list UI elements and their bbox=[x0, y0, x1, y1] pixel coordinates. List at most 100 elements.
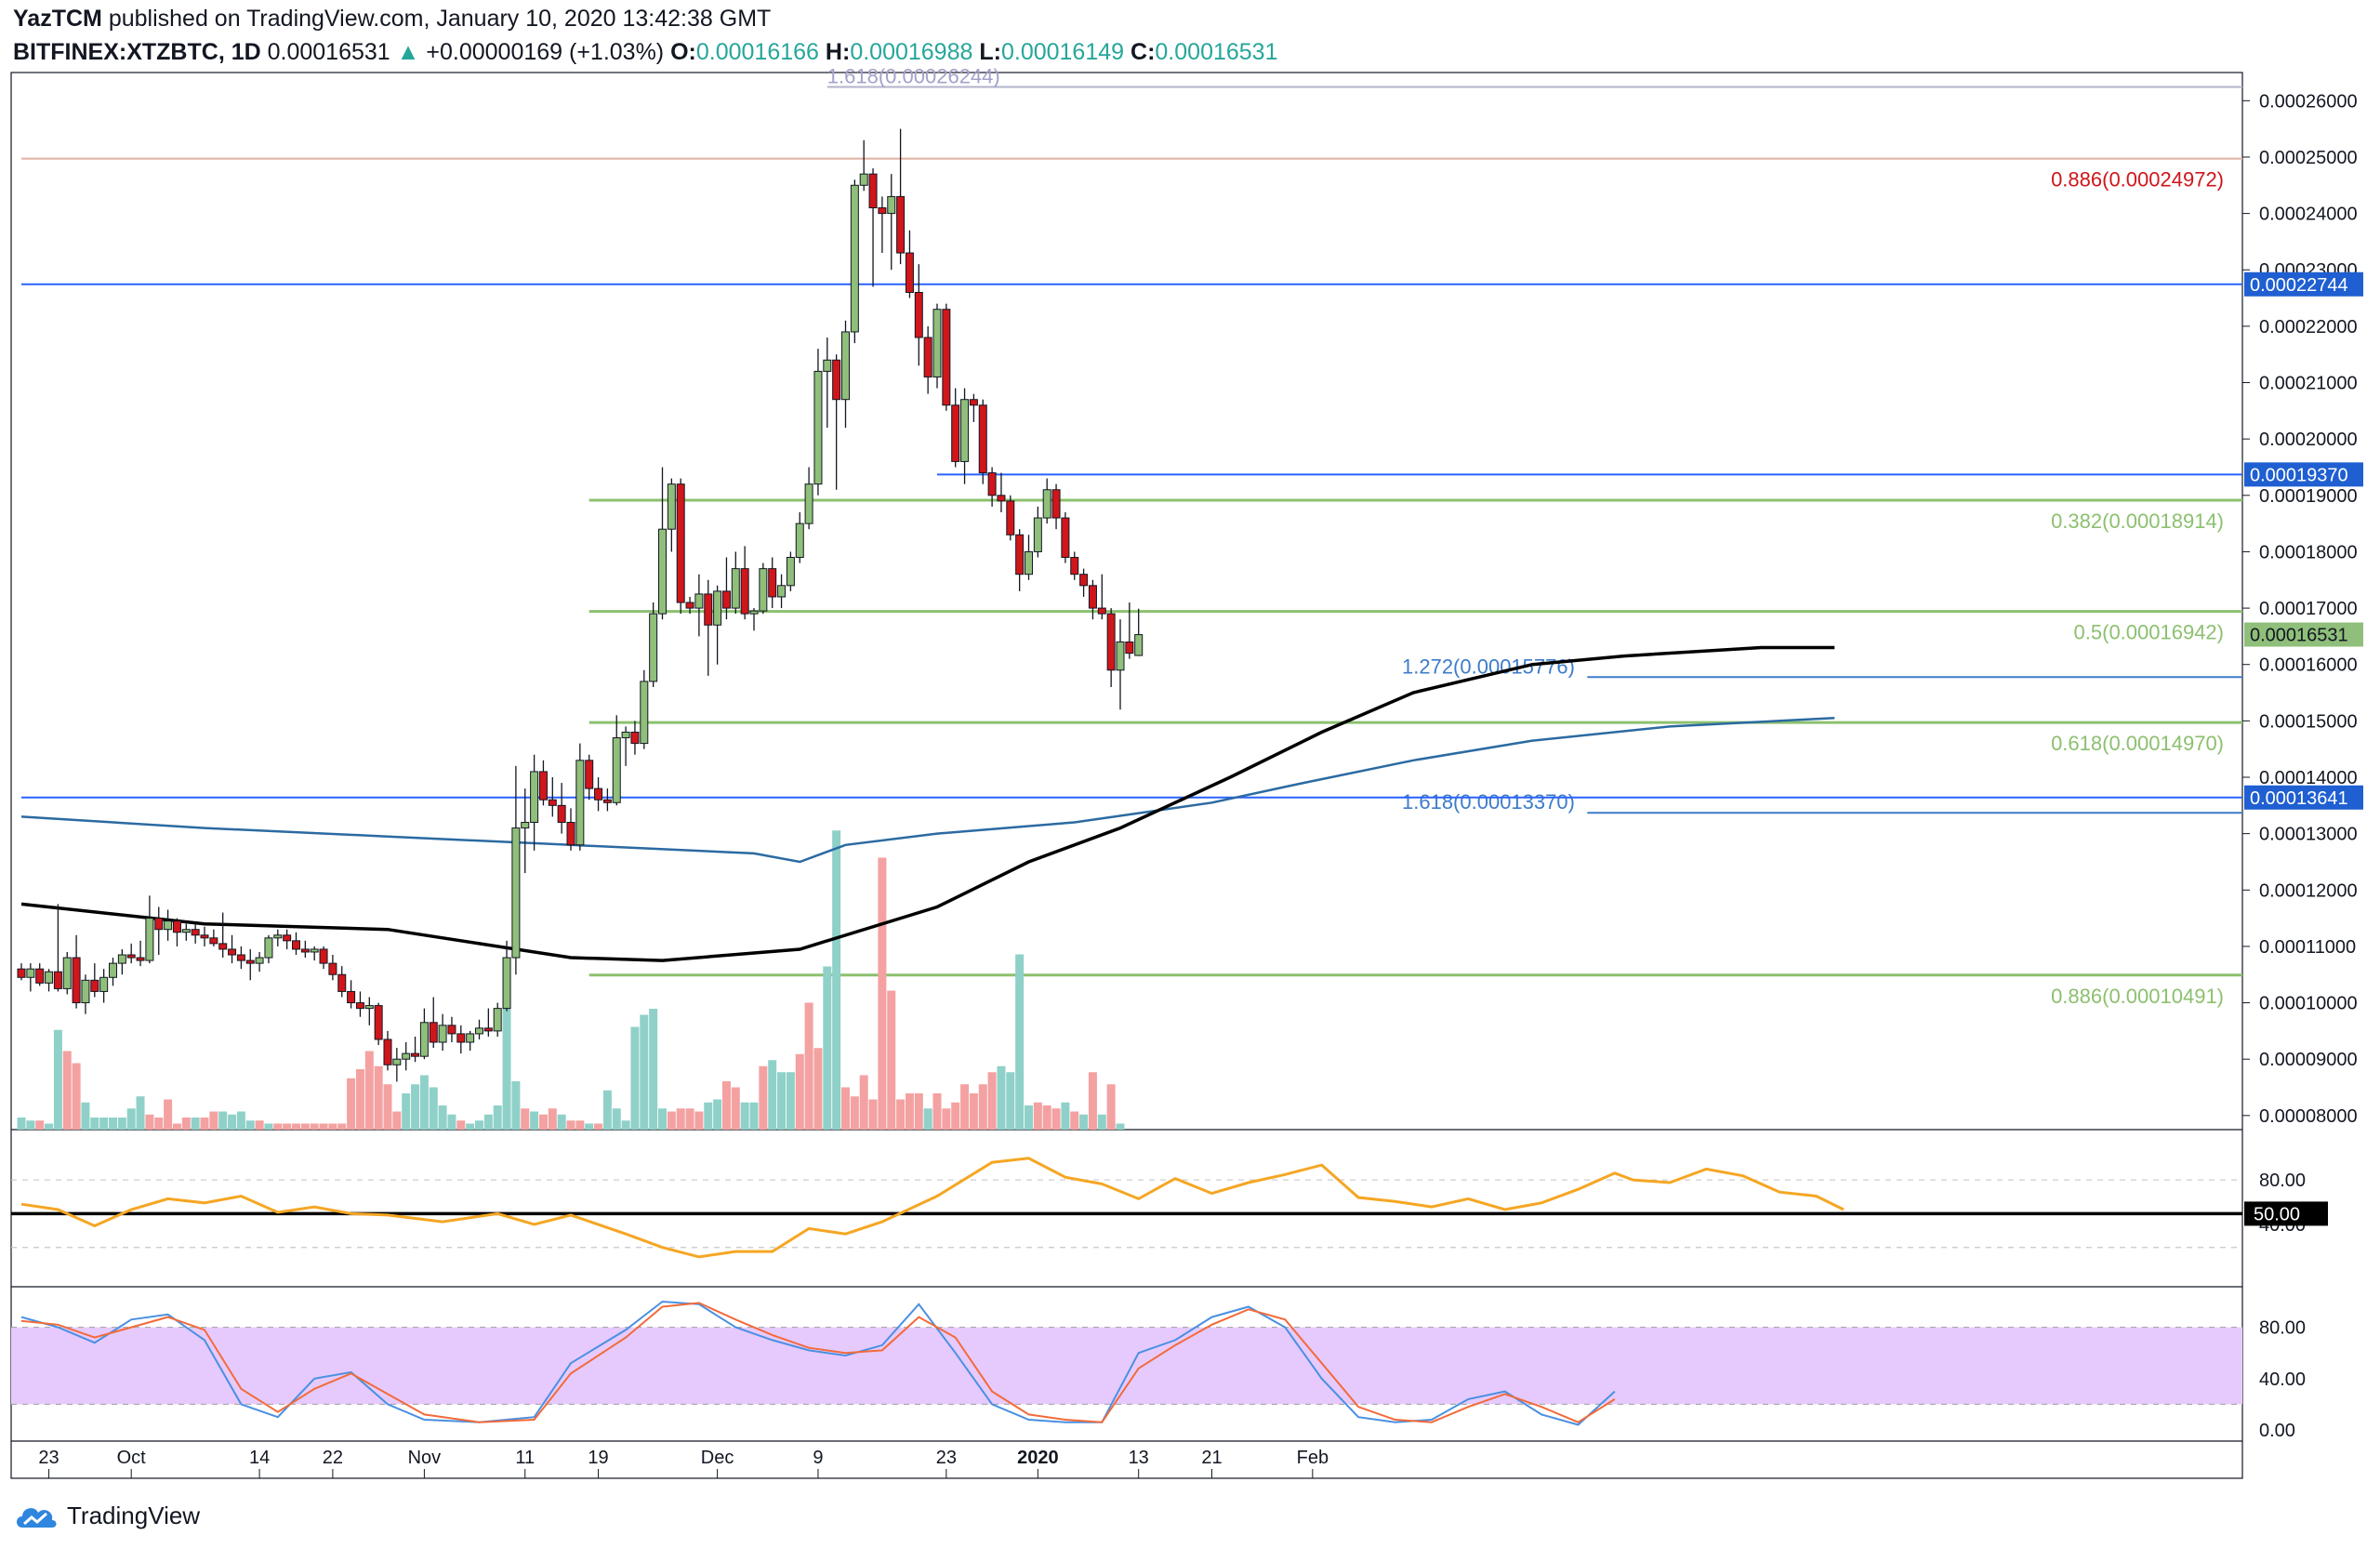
candle-body[interactable] bbox=[218, 943, 228, 950]
candle-body[interactable] bbox=[1015, 534, 1025, 576]
candle-body[interactable] bbox=[1025, 550, 1033, 576]
candle-body[interactable] bbox=[713, 590, 722, 626]
candle-body[interactable] bbox=[264, 937, 273, 959]
candle-body[interactable] bbox=[676, 483, 685, 603]
candle-body[interactable] bbox=[502, 957, 511, 1010]
candle-body[interactable] bbox=[319, 948, 328, 964]
candle-body[interactable] bbox=[292, 940, 300, 950]
candle-body[interactable] bbox=[621, 731, 630, 739]
candle-body[interactable] bbox=[905, 252, 914, 293]
candle-body[interactable] bbox=[795, 523, 804, 559]
candle-body[interactable] bbox=[731, 568, 740, 609]
candle-body[interactable] bbox=[548, 799, 557, 806]
candle-body[interactable] bbox=[987, 472, 997, 496]
candle-body[interactable] bbox=[300, 948, 310, 953]
candle-body[interactable] bbox=[923, 337, 932, 377]
candle-body[interactable] bbox=[283, 934, 292, 942]
candle-body[interactable] bbox=[191, 929, 200, 936]
candle-body[interactable] bbox=[35, 968, 45, 984]
candle-body[interactable] bbox=[777, 585, 787, 598]
candle-body[interactable] bbox=[374, 1005, 383, 1040]
candle-body[interactable] bbox=[45, 971, 54, 984]
candle-body[interactable] bbox=[640, 681, 649, 745]
candle-body[interactable] bbox=[347, 990, 356, 1004]
candle-body[interactable] bbox=[228, 948, 237, 956]
candle-body[interactable] bbox=[164, 920, 173, 931]
candle-body[interactable] bbox=[236, 954, 245, 961]
candles[interactable] bbox=[17, 128, 1144, 1082]
candle-body[interactable] bbox=[117, 954, 126, 964]
candle-body[interactable] bbox=[1116, 641, 1125, 671]
symbol-label[interactable]: BITFINEX:XTZBTC, 1D bbox=[13, 39, 261, 65]
candle-body[interactable] bbox=[951, 404, 960, 462]
candle-body[interactable] bbox=[62, 957, 72, 989]
candle-body[interactable] bbox=[1006, 500, 1015, 536]
candle-body[interactable] bbox=[392, 1058, 402, 1065]
candle-body[interactable] bbox=[538, 771, 548, 800]
candle-body[interactable] bbox=[566, 822, 575, 846]
price-axis[interactable]: 0.000260000.000250000.000240000.00023000… bbox=[2242, 91, 2363, 1127]
candle-body[interactable] bbox=[53, 971, 62, 989]
candle-body[interactable] bbox=[429, 1022, 438, 1043]
time-axis[interactable]: 23 Oct 14 22 Nov 11 19 Dec 9 23 2020 13 21 Feb bbox=[38, 1448, 1329, 1478]
candle-body[interactable] bbox=[850, 184, 859, 333]
candle-body[interactable] bbox=[172, 920, 181, 933]
candle-body[interactable] bbox=[721, 590, 731, 609]
author-name[interactable]: YazTCM bbox=[13, 6, 102, 32]
candle-body[interactable] bbox=[878, 207, 887, 215]
candle-body[interactable] bbox=[740, 568, 749, 615]
candle-body[interactable] bbox=[868, 173, 878, 209]
candle-body[interactable] bbox=[914, 291, 923, 338]
candle-body[interactable] bbox=[402, 1052, 411, 1060]
candle-body[interactable] bbox=[932, 309, 942, 377]
candle-body[interactable] bbox=[337, 973, 347, 992]
candle-body[interactable] bbox=[109, 962, 117, 978]
candle-body[interactable] bbox=[438, 1025, 447, 1043]
candle-body[interactable] bbox=[209, 937, 218, 945]
candle-body[interactable] bbox=[90, 979, 99, 992]
candle-body[interactable] bbox=[658, 528, 667, 615]
stoch-rsi-pane[interactable]: 80.00 40.00 0.00 bbox=[11, 1300, 2306, 1441]
candle-body[interactable] bbox=[1088, 585, 1097, 609]
candle-body[interactable] bbox=[804, 483, 813, 524]
candle-body[interactable] bbox=[72, 957, 81, 1004]
candle-body[interactable] bbox=[200, 934, 209, 939]
candle-body[interactable] bbox=[1079, 574, 1089, 587]
candle-body[interactable] bbox=[1070, 557, 1079, 576]
candle-body[interactable] bbox=[612, 737, 621, 803]
candle-body[interactable] bbox=[1125, 641, 1134, 655]
candle-body[interactable] bbox=[456, 1033, 466, 1043]
candle-body[interactable] bbox=[273, 934, 283, 939]
candle-body[interactable] bbox=[832, 359, 841, 401]
candle-body[interactable] bbox=[557, 804, 566, 824]
candle-body[interactable] bbox=[768, 568, 777, 598]
candle-body[interactable] bbox=[145, 918, 154, 961]
candle-body[interactable] bbox=[649, 613, 658, 682]
candle-body[interactable] bbox=[530, 771, 539, 824]
candle-body[interactable] bbox=[1042, 489, 1051, 519]
candle-body[interactable] bbox=[310, 948, 319, 953]
candle-body[interactable] bbox=[694, 593, 704, 609]
tradingview-brand[interactable]: TradingView bbox=[13, 1497, 200, 1534]
candle-body[interactable] bbox=[704, 593, 713, 626]
candle-body[interactable] bbox=[594, 787, 603, 800]
candle-body[interactable] bbox=[475, 1027, 483, 1035]
candle-body[interactable] bbox=[411, 1052, 420, 1057]
candle-body[interactable] bbox=[126, 954, 136, 959]
candle-body[interactable] bbox=[813, 370, 823, 485]
candle-body[interactable] bbox=[786, 557, 795, 587]
candle-body[interactable] bbox=[181, 929, 191, 933]
candle-body[interactable] bbox=[896, 195, 906, 254]
candle-body[interactable] bbox=[521, 822, 530, 829]
candle-body[interactable] bbox=[154, 918, 164, 931]
candle-body[interactable] bbox=[1033, 517, 1042, 552]
candle-body[interactable] bbox=[602, 799, 612, 803]
candle-body[interactable] bbox=[841, 331, 850, 401]
candle-body[interactable] bbox=[667, 483, 676, 530]
candle-body[interactable] bbox=[511, 827, 521, 959]
candle-body[interactable] bbox=[997, 495, 1006, 502]
candle-body[interactable] bbox=[245, 959, 255, 964]
candle-body[interactable] bbox=[575, 760, 585, 846]
candle-body[interactable] bbox=[466, 1033, 475, 1043]
